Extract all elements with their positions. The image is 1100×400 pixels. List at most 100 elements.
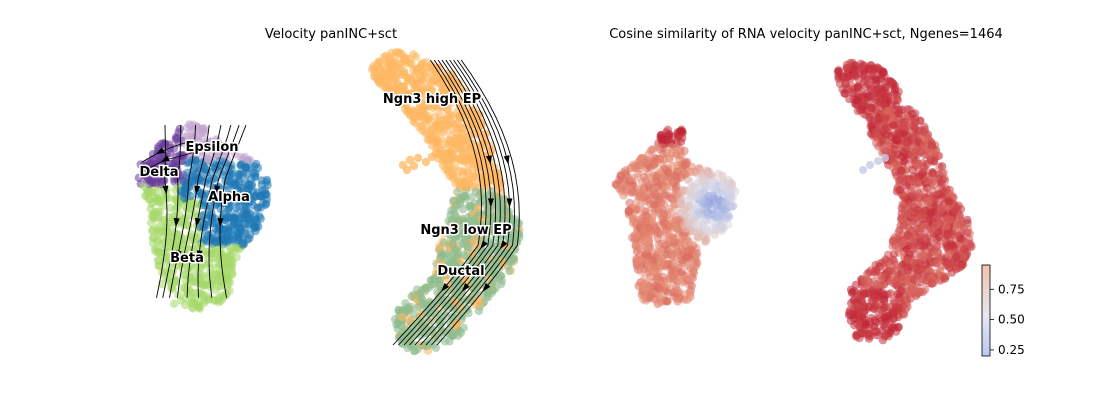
streamline [414,59,501,346]
cell-point [963,215,972,225]
cell-point [397,49,406,59]
cell-point [927,141,937,151]
cell-point [209,247,218,256]
stream-arrow [487,198,494,208]
cell-point [392,97,402,106]
cell-point [676,137,686,146]
cell-point [224,203,234,213]
cell-point [183,131,192,140]
cell-point [640,284,650,293]
cell-point [838,73,848,82]
cell-point [460,129,469,138]
cell-point [651,177,661,186]
cell-point [193,300,203,309]
cell-point [693,191,702,201]
cell-point [677,268,687,277]
cell-point [240,225,250,234]
cell-point [475,299,484,308]
cell-point [444,160,453,170]
cell-point [674,155,684,164]
cell-point [859,301,868,310]
cell-point [461,143,470,152]
cell-point [918,274,927,283]
cell-point [439,264,449,273]
cell-point [458,204,468,214]
cell-point [706,170,716,180]
cell-point [381,69,390,78]
cell-point [913,137,922,146]
cell-point [470,235,479,244]
cell-point [650,263,659,272]
cell-point [892,263,901,272]
cell-point [707,205,716,214]
cluster-label-ngn3-low-ep: Ngn3 low EP [420,223,511,238]
cell-point [445,77,454,86]
cell-point [871,138,881,148]
cell-point [699,175,709,185]
cell-point [857,105,866,114]
cell-point [413,345,422,354]
cell-point [245,155,255,165]
cell-point [900,137,910,146]
cell-point [402,55,411,64]
cell-point [251,216,260,225]
cell-point [171,196,181,205]
cell-point [462,155,471,164]
cell-point [427,141,437,150]
cell-point [435,78,444,87]
cell-point [860,277,869,286]
cell-point [674,216,683,225]
cell-point [159,215,168,225]
cell-point [227,261,236,270]
cell-point [204,295,214,304]
stream-arrow [499,240,508,250]
cell-point [436,321,445,331]
cell-point [413,303,423,312]
cell-point [881,331,890,340]
cell-point [403,105,412,115]
cell-point [444,136,453,145]
cell-point [914,189,923,198]
cell-point [883,147,892,156]
cell-point [514,230,524,239]
cell-point [685,290,695,299]
cell-point [882,106,892,116]
cell-point [226,195,235,205]
cell-point [967,242,976,251]
cell-point [198,271,208,280]
cell-point [926,208,935,217]
cell-point [397,312,407,322]
cell-point [666,207,675,217]
cell-point [724,182,733,191]
cell-point [889,250,899,259]
cell-point [932,242,941,251]
cell-point [370,71,379,80]
cell-point [906,294,915,303]
streamline [420,59,506,346]
cell-point [943,260,952,269]
cell-point [434,92,443,102]
cell-point [227,225,237,234]
cell-point [685,189,695,198]
cell-point [168,285,177,294]
cell-point [247,180,257,189]
cell-point [949,206,958,215]
cell-point [873,76,882,85]
cell-point [163,228,172,238]
cell-point [872,280,882,290]
cell-point [232,203,241,213]
cell-point [957,260,966,270]
cell-point [409,310,419,319]
cell-point [858,60,867,70]
stream-arrow [162,185,169,195]
cell-point [158,268,167,277]
cell-point [881,255,890,264]
cell-point [891,154,900,163]
streamline [162,125,182,298]
streamline [156,124,168,298]
cell-point [232,252,241,262]
cell-point [153,167,162,176]
cell-point [421,157,431,167]
cell-point [889,307,898,316]
cell-point [154,227,164,236]
